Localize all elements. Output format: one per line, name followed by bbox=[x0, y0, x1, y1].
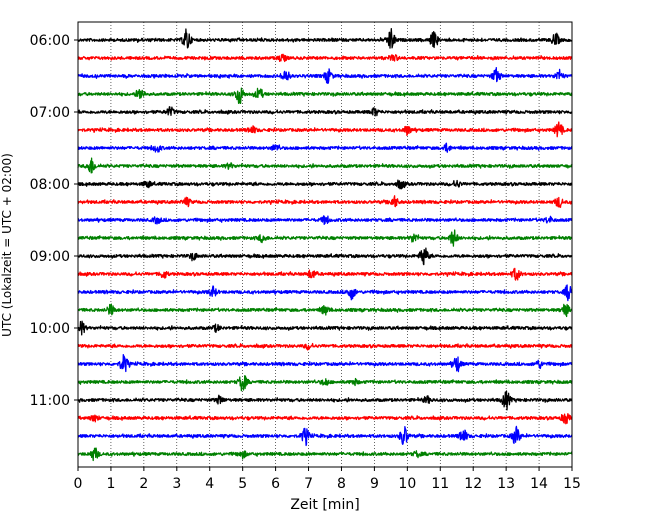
x-tick-label: 12 bbox=[464, 476, 482, 492]
trace-line bbox=[77, 67, 573, 84]
grid-lines bbox=[110, 22, 540, 467]
trace-line bbox=[77, 106, 573, 117]
x-tick-label: 10 bbox=[398, 476, 416, 492]
x-tick-label: 4 bbox=[205, 476, 214, 492]
trace-line bbox=[77, 179, 573, 190]
trace-line bbox=[77, 215, 573, 225]
seismic-traces bbox=[77, 27, 573, 462]
trace-line bbox=[77, 267, 573, 281]
trace-line bbox=[77, 195, 573, 208]
trace-line bbox=[77, 157, 573, 174]
y-tick-label: 11:00 bbox=[30, 393, 70, 409]
x-tick-label: 9 bbox=[370, 476, 379, 492]
trace-line bbox=[77, 375, 573, 392]
trace-line bbox=[77, 390, 573, 411]
x-tick-label: 15 bbox=[563, 476, 581, 492]
trace-line bbox=[77, 425, 573, 447]
x-axis-ticks: 0 1 2 3 4 5 6 7 8 9 10 11 12 13 14 15 bbox=[74, 467, 581, 492]
x-tick-label: 3 bbox=[172, 476, 181, 492]
trace-line bbox=[77, 413, 573, 425]
trace-line bbox=[77, 229, 573, 247]
y-tick-label: 09:00 bbox=[30, 249, 70, 265]
plot-background bbox=[78, 22, 572, 467]
x-axis-label: Zeit [min] bbox=[290, 497, 359, 513]
plot-frame bbox=[77, 21, 573, 468]
trace-line bbox=[77, 53, 573, 63]
trace-line bbox=[77, 121, 573, 138]
trace-line bbox=[77, 342, 573, 351]
y-tick-label: 07:00 bbox=[30, 105, 70, 121]
y-axis-label: UTC (Lokalzeit = UTC + 02:00) bbox=[0, 153, 14, 337]
trace-line bbox=[77, 284, 573, 302]
trace-line bbox=[77, 87, 573, 104]
x-tick-label: 1 bbox=[106, 476, 115, 492]
trace-line bbox=[77, 247, 573, 266]
y-axis-ticks: 06:00 07:00 08:00 09:00 10:00 11:00 bbox=[30, 33, 78, 409]
trace-line bbox=[77, 447, 573, 462]
x-tick-label: 13 bbox=[497, 476, 515, 492]
y-tick-label: 06:00 bbox=[30, 33, 70, 49]
x-tick-label: 5 bbox=[238, 476, 247, 492]
trace-line bbox=[77, 354, 573, 373]
trace-line bbox=[77, 27, 573, 49]
x-tick-label: 0 bbox=[74, 476, 83, 492]
trace-line bbox=[77, 303, 573, 318]
x-tick-label: 8 bbox=[337, 476, 346, 492]
x-tick-label: 14 bbox=[530, 476, 548, 492]
x-tick-label: 11 bbox=[431, 476, 449, 492]
y-tick-label: 10:00 bbox=[30, 321, 70, 337]
x-tick-label: 6 bbox=[271, 476, 280, 492]
x-tick-label: 7 bbox=[304, 476, 313, 492]
trace-line bbox=[77, 142, 573, 153]
x-tick-label: 2 bbox=[139, 476, 148, 492]
y-tick-label: 08:00 bbox=[30, 177, 70, 193]
trace-line bbox=[77, 320, 573, 336]
